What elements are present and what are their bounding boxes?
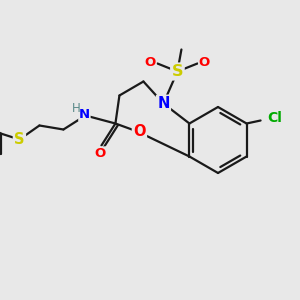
- Text: N: N: [157, 96, 170, 111]
- Text: O: O: [145, 56, 156, 69]
- Text: Cl: Cl: [268, 110, 283, 124]
- Text: O: O: [199, 56, 210, 69]
- Text: S: S: [14, 132, 25, 147]
- Text: H: H: [72, 102, 81, 115]
- Text: S: S: [172, 64, 183, 79]
- Text: O: O: [95, 147, 106, 160]
- Text: O: O: [133, 124, 146, 139]
- Text: N: N: [79, 108, 90, 121]
